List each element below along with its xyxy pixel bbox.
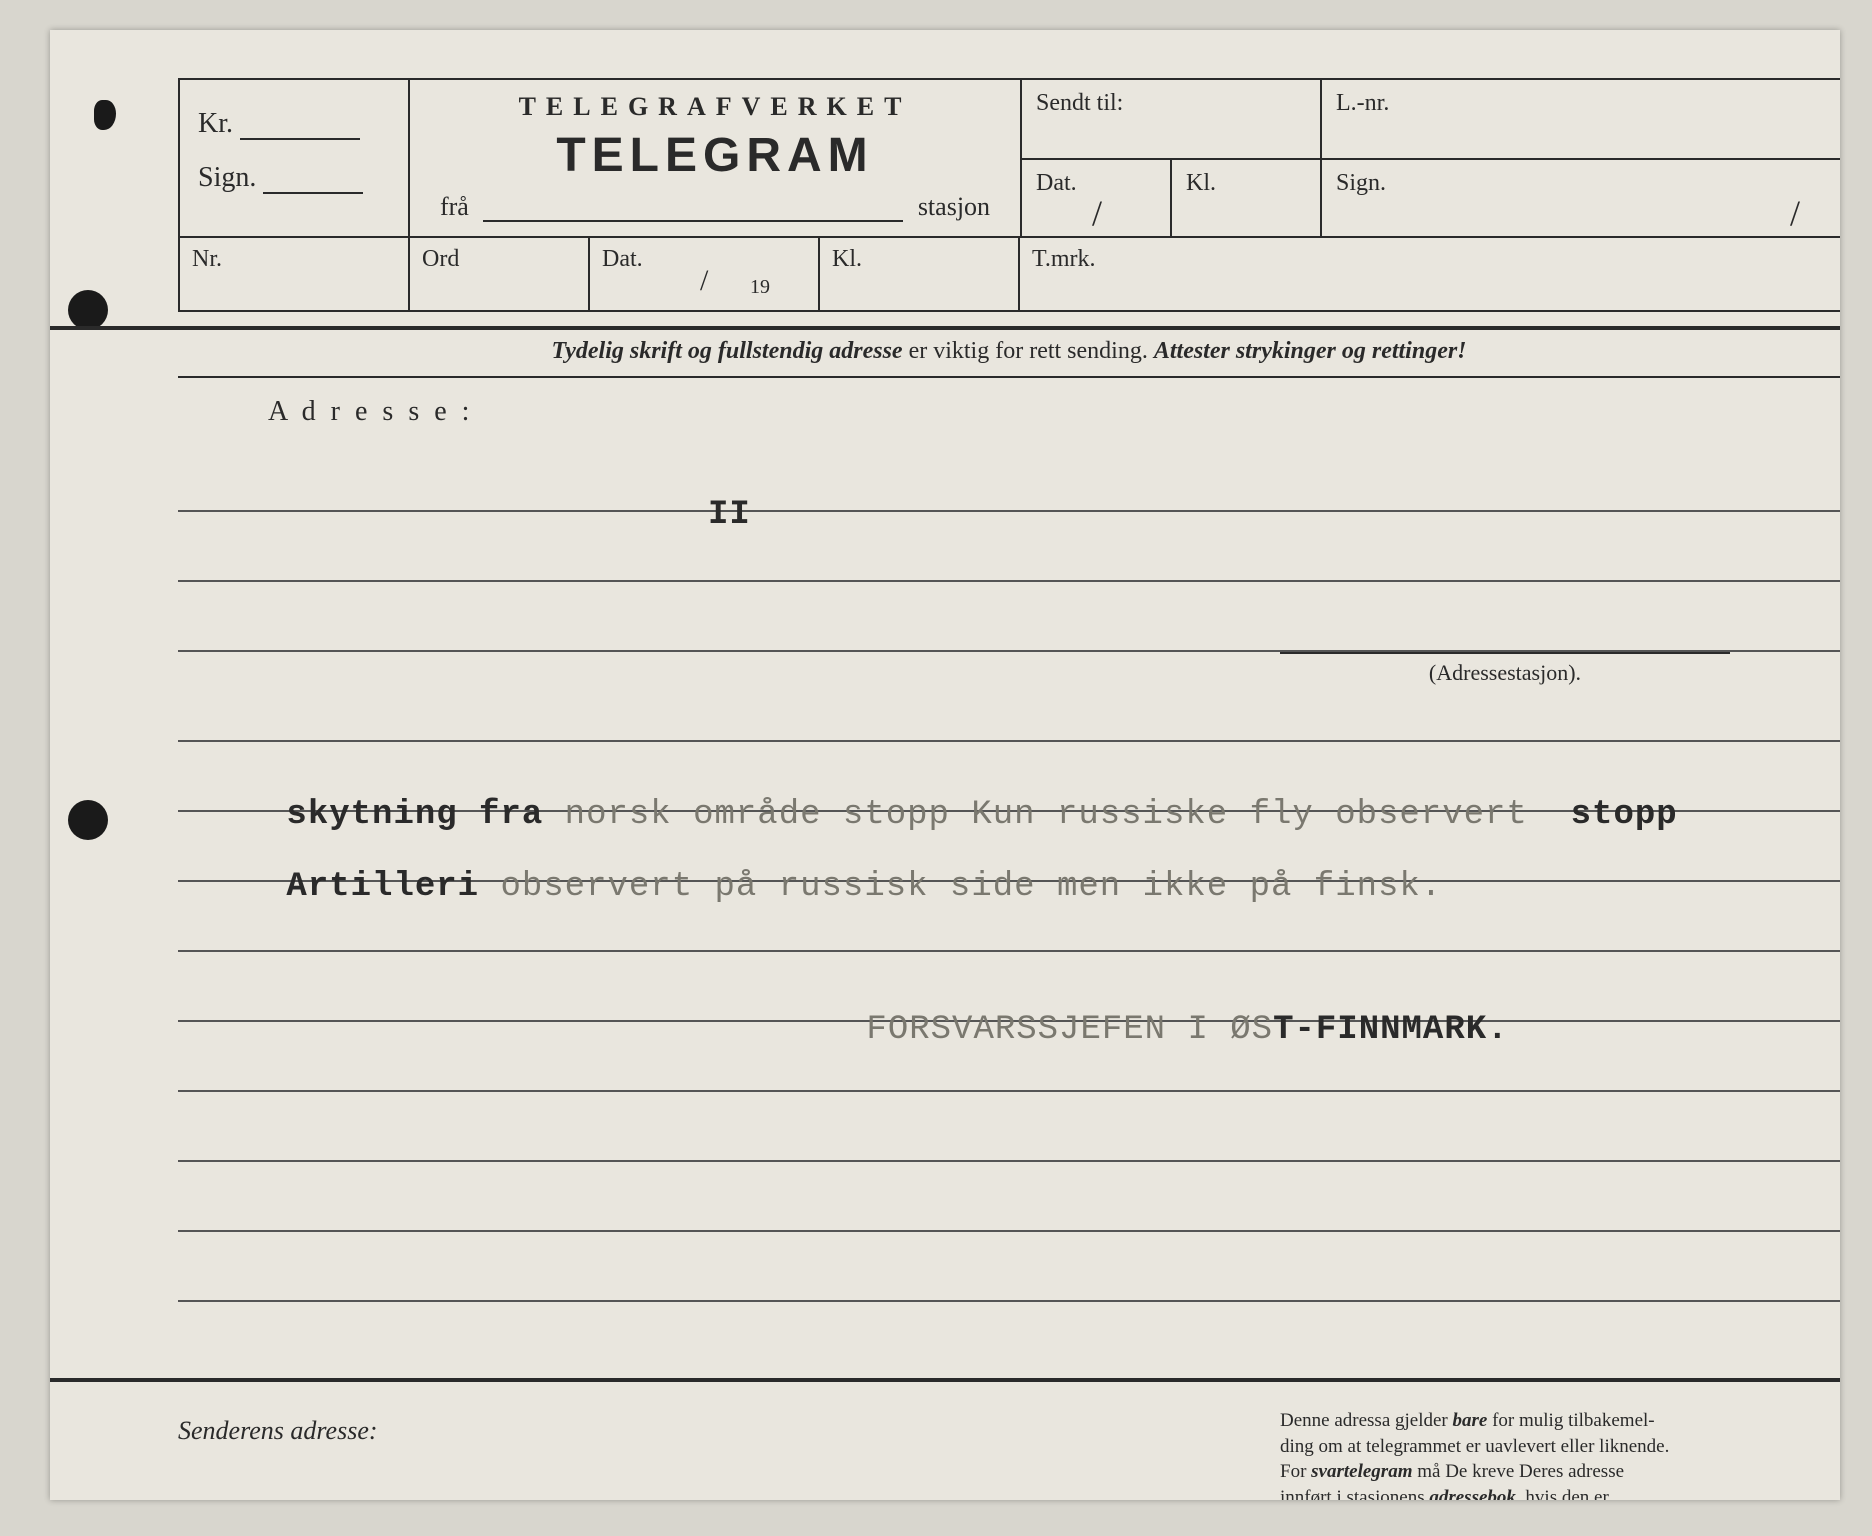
dat-label: Dat. xyxy=(1036,170,1077,196)
stasjon-label: stasjon xyxy=(918,192,990,221)
fra-label: frå xyxy=(440,192,469,221)
footer-note-4c: hvis den er xyxy=(1521,1487,1609,1500)
instruction-line: Tydelig skrift og fullstendig adresse er… xyxy=(178,326,1840,378)
instruction-bold2: Attester strykinger og rettinger! xyxy=(1154,338,1467,364)
adresse-stasjon-label: (Adressestasjon). xyxy=(1280,652,1730,686)
ruled-line xyxy=(178,512,1840,582)
footer-note-4b: adressebok, xyxy=(1429,1487,1520,1500)
ruled-line xyxy=(178,702,1840,742)
tmrk-cell: T.mrk. xyxy=(1020,238,1840,310)
footer-note-3a: For xyxy=(1280,1461,1311,1482)
footer-note-1c: for mulig tilbakemel- xyxy=(1487,1410,1654,1431)
punch-hole-bottom xyxy=(68,800,108,840)
dat-cell: Dat. / xyxy=(1020,160,1170,236)
sign-field: Sign. xyxy=(198,162,390,194)
meta-strip: Nr. Ord Dat. / 19 Kl. T.mrk. xyxy=(178,238,1840,312)
telegram-form-paper: Kr. Sign. TELEGRAFVERKET TELEGRAM frå st… xyxy=(50,30,1840,1500)
paper-blemish xyxy=(94,100,116,130)
adresse-label: A d r e s s e : xyxy=(178,378,1840,442)
sign2-label: Sign. xyxy=(1336,170,1386,196)
dat2-cell: Dat. / 19 xyxy=(590,238,820,310)
sign-line xyxy=(263,192,363,194)
sign-label: Sign. xyxy=(198,162,256,193)
footer-note: Denne adressa gjelder bare for mulig til… xyxy=(1280,1408,1840,1500)
ruled-line xyxy=(178,1162,1840,1232)
kl-cell: Kl. xyxy=(1170,160,1320,236)
ruled-line xyxy=(178,582,1840,652)
doc-type: TELEGRAM xyxy=(410,128,1020,183)
header-left: Kr. Sign. xyxy=(180,80,410,236)
footer-note-1b: bare xyxy=(1453,1410,1488,1431)
header-block: Kr. Sign. TELEGRAFVERKET TELEGRAM frå st… xyxy=(178,78,1840,238)
typed-page-number: II xyxy=(708,496,751,534)
typed-signature: FORSVARSSJEFEN I ØST-FINNMARK. xyxy=(738,973,1509,1087)
ord-cell: Ord xyxy=(410,238,590,310)
fra-row: frå stasjon xyxy=(410,192,1020,222)
instruction-plain: er viktig for rett sending. xyxy=(903,338,1154,364)
footer-note-2: ding om at telegrammet er uavlevert elle… xyxy=(1280,1436,1669,1457)
punch-hole-top xyxy=(68,290,108,330)
sign2-cell: Sign. / xyxy=(1320,160,1840,236)
footer-note-1a: Denne adressa gjelder xyxy=(1280,1410,1453,1431)
footer-note-4a: innført i stasjonens xyxy=(1280,1487,1429,1500)
agency-name: TELEGRAFVERKET xyxy=(410,92,1020,122)
ruled-line xyxy=(178,442,1840,512)
ruled-line: (Adressestasjon). xyxy=(178,652,1840,702)
kl2-label: Kl. xyxy=(832,246,862,272)
sender-address-label: Senderens adresse: xyxy=(178,1416,378,1446)
header-right-row2: Dat. / Kl. Sign. / xyxy=(1020,160,1840,236)
sendt-til-cell: Sendt til: xyxy=(1020,80,1320,158)
ruled-line xyxy=(178,1302,1840,1372)
typed-line-2: Artilleri observert på russisk side men … xyxy=(158,830,1442,944)
kl2-cell: Kl. xyxy=(820,238,1020,310)
lnr-cell: L.-nr. xyxy=(1320,80,1840,158)
kr-field: Kr. xyxy=(198,108,390,140)
form-area: Kr. Sign. TELEGRAFVERKET TELEGRAM frå st… xyxy=(178,78,1840,1500)
dat2-label: Dat. xyxy=(602,246,643,272)
ruled-line xyxy=(178,1092,1840,1162)
year-prefix: 19 xyxy=(750,276,770,299)
header-middle: TELEGRAFVERKET TELEGRAM frå stasjon xyxy=(410,80,1020,236)
sendt-til-label: Sendt til: xyxy=(1036,90,1123,116)
nr-label: Nr. xyxy=(192,246,222,272)
header-right-row1: Sendt til: L.-nr. xyxy=(1020,80,1840,160)
header-right: Sendt til: L.-nr. Dat. / Kl. Sign. xyxy=(1020,80,1840,236)
lnr-label: L.-nr. xyxy=(1336,90,1389,116)
ruled-line xyxy=(178,1232,1840,1302)
ord-label: Ord xyxy=(422,246,459,272)
tmrk-label: T.mrk. xyxy=(1032,246,1096,272)
nr-cell: Nr. xyxy=(180,238,410,310)
kr-line xyxy=(240,138,360,140)
fra-line xyxy=(483,220,903,222)
footer-note-3b: svartelegram xyxy=(1311,1461,1412,1482)
kl-label: Kl. xyxy=(1186,170,1216,196)
instruction-bold1: Tydelig skrift og fullstendig adresse xyxy=(551,338,902,364)
kr-label: Kr. xyxy=(198,108,233,139)
footer-note-3c: må De kreve Deres adresse xyxy=(1412,1461,1624,1482)
full-rule-2 xyxy=(50,1378,1840,1382)
